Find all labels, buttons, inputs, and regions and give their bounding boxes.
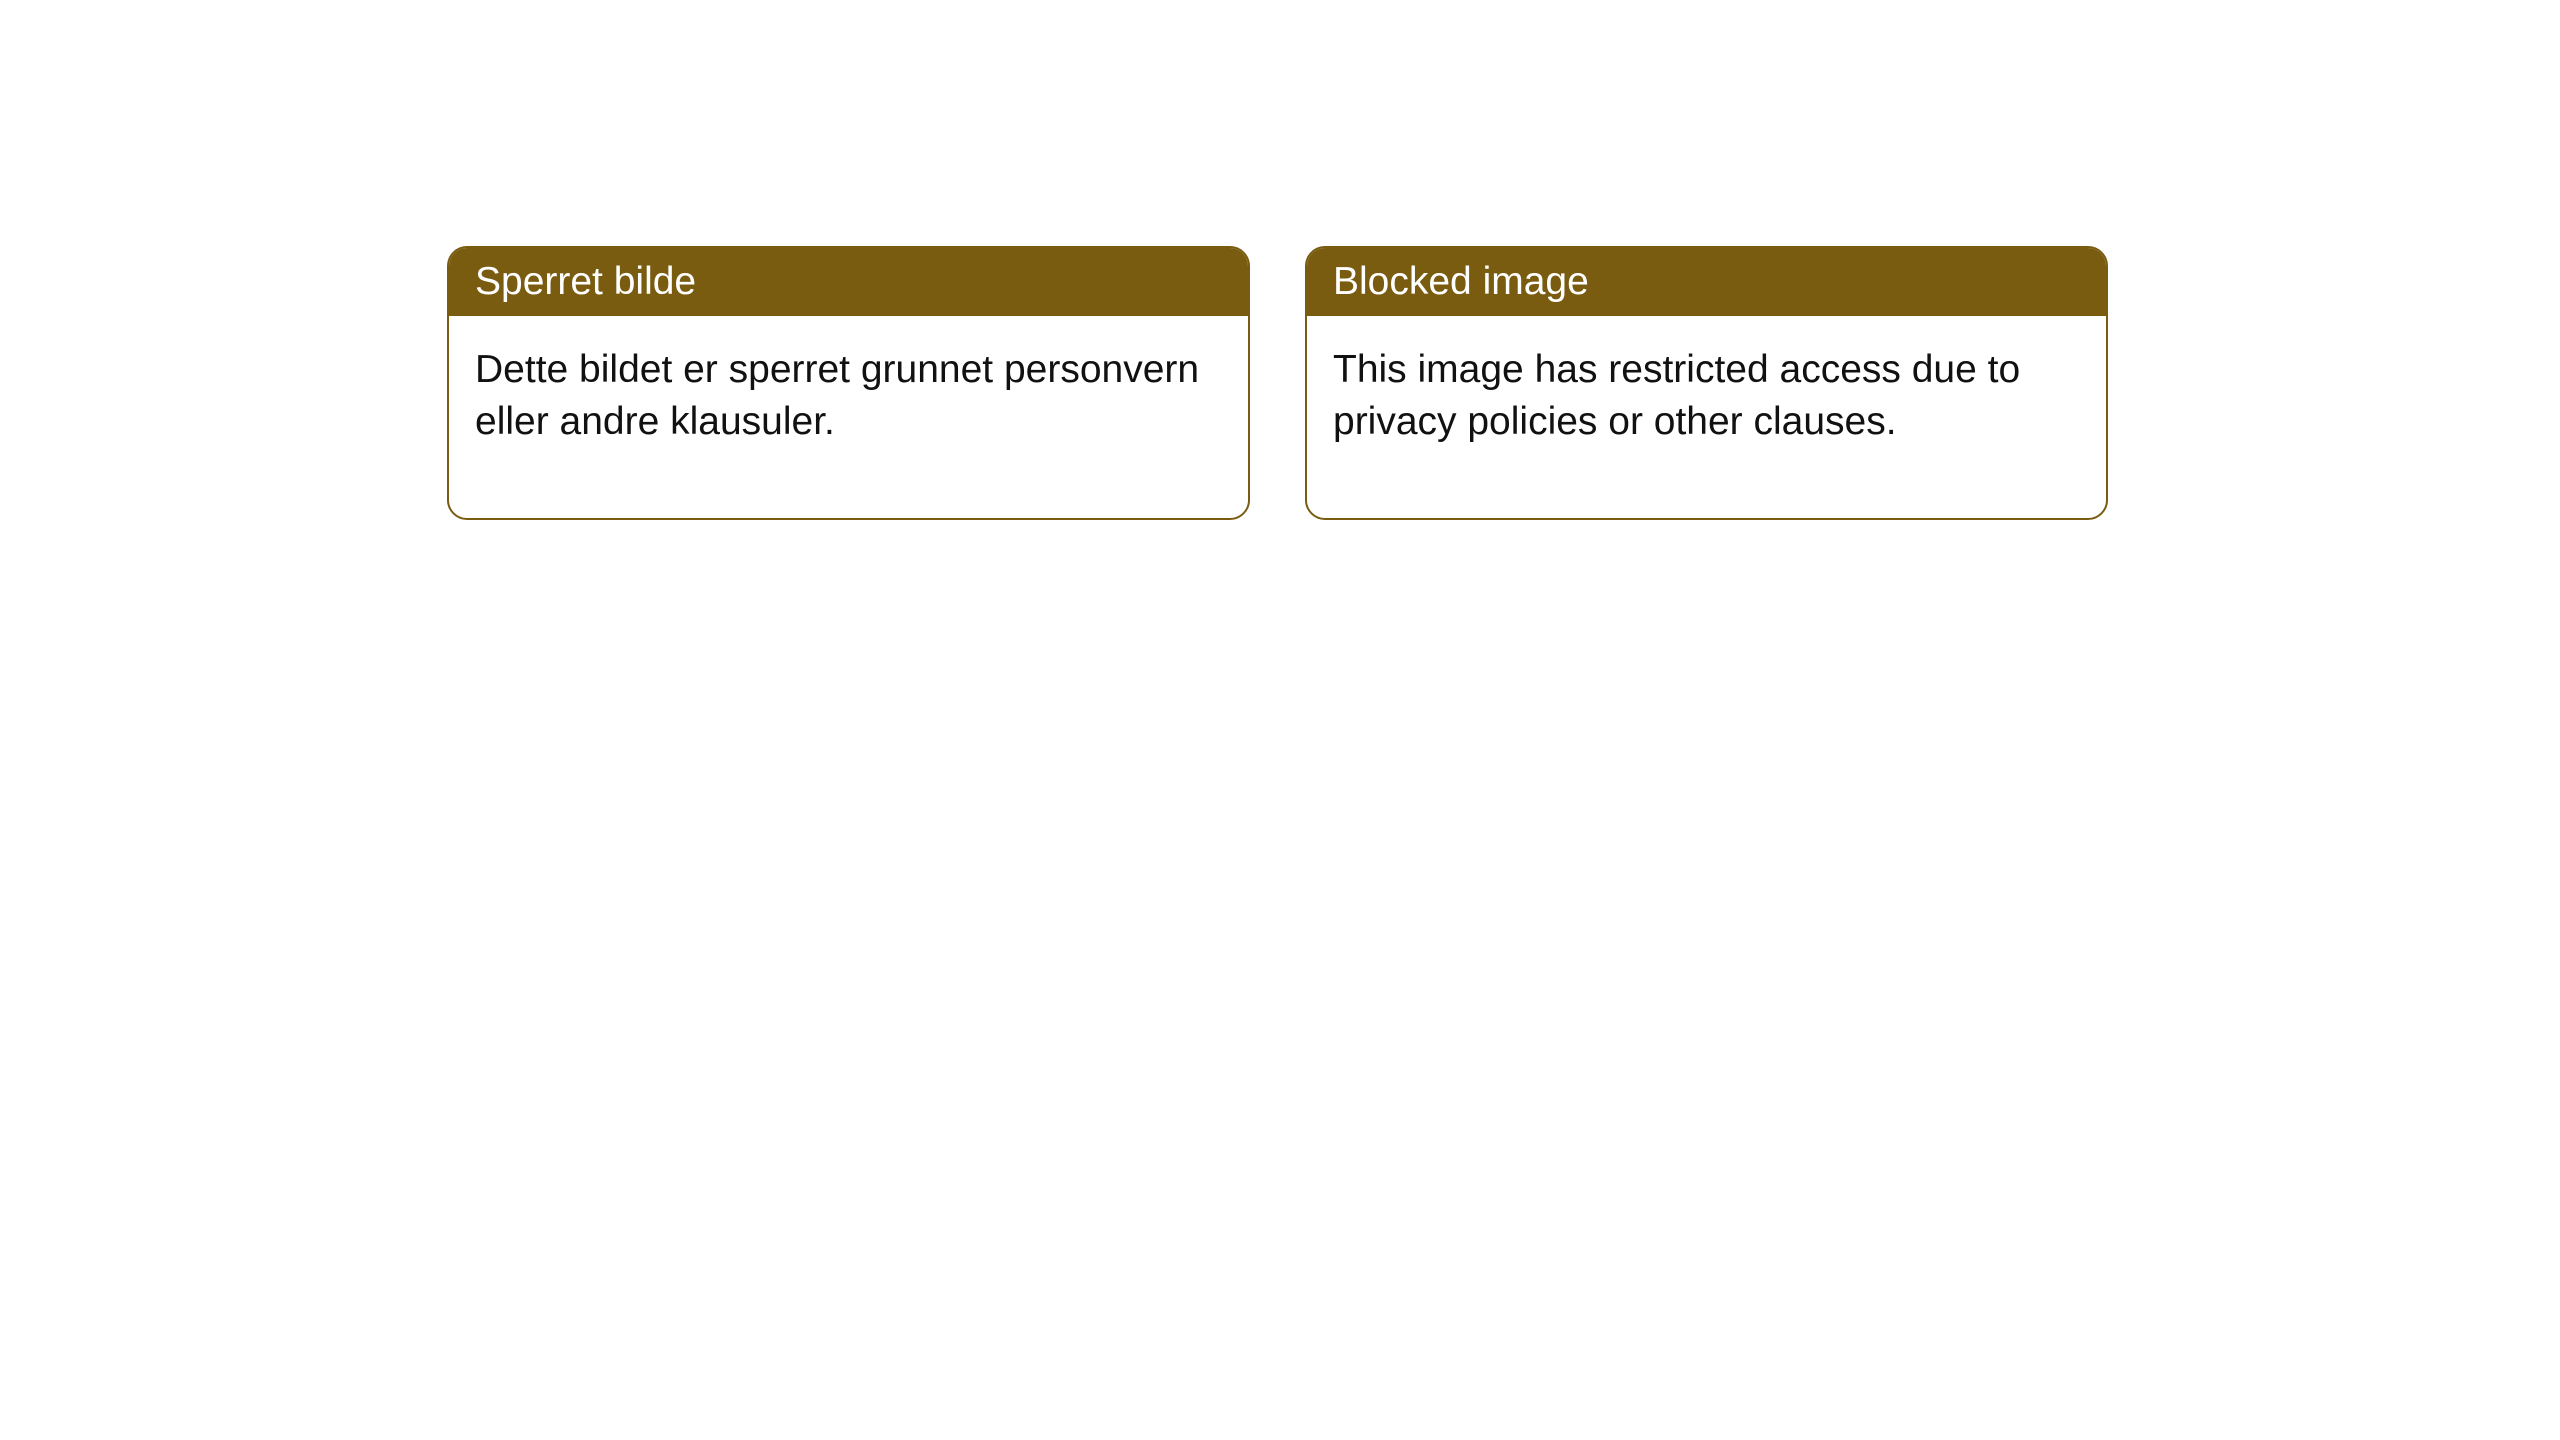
card-message: This image has restricted access due to …: [1333, 348, 2020, 443]
card-body: Dette bildet er sperret grunnet personve…: [449, 316, 1248, 518]
card-header: Blocked image: [1307, 248, 2106, 316]
notice-card-english: Blocked image This image has restricted …: [1305, 246, 2108, 520]
card-title: Blocked image: [1333, 260, 1589, 303]
card-body: This image has restricted access due to …: [1307, 316, 2106, 518]
card-message: Dette bildet er sperret grunnet personve…: [475, 348, 1199, 443]
notice-card-norwegian: Sperret bilde Dette bildet er sperret gr…: [447, 246, 1250, 520]
card-title: Sperret bilde: [475, 260, 696, 303]
card-header: Sperret bilde: [449, 248, 1248, 316]
notice-cards-container: Sperret bilde Dette bildet er sperret gr…: [0, 0, 2560, 520]
